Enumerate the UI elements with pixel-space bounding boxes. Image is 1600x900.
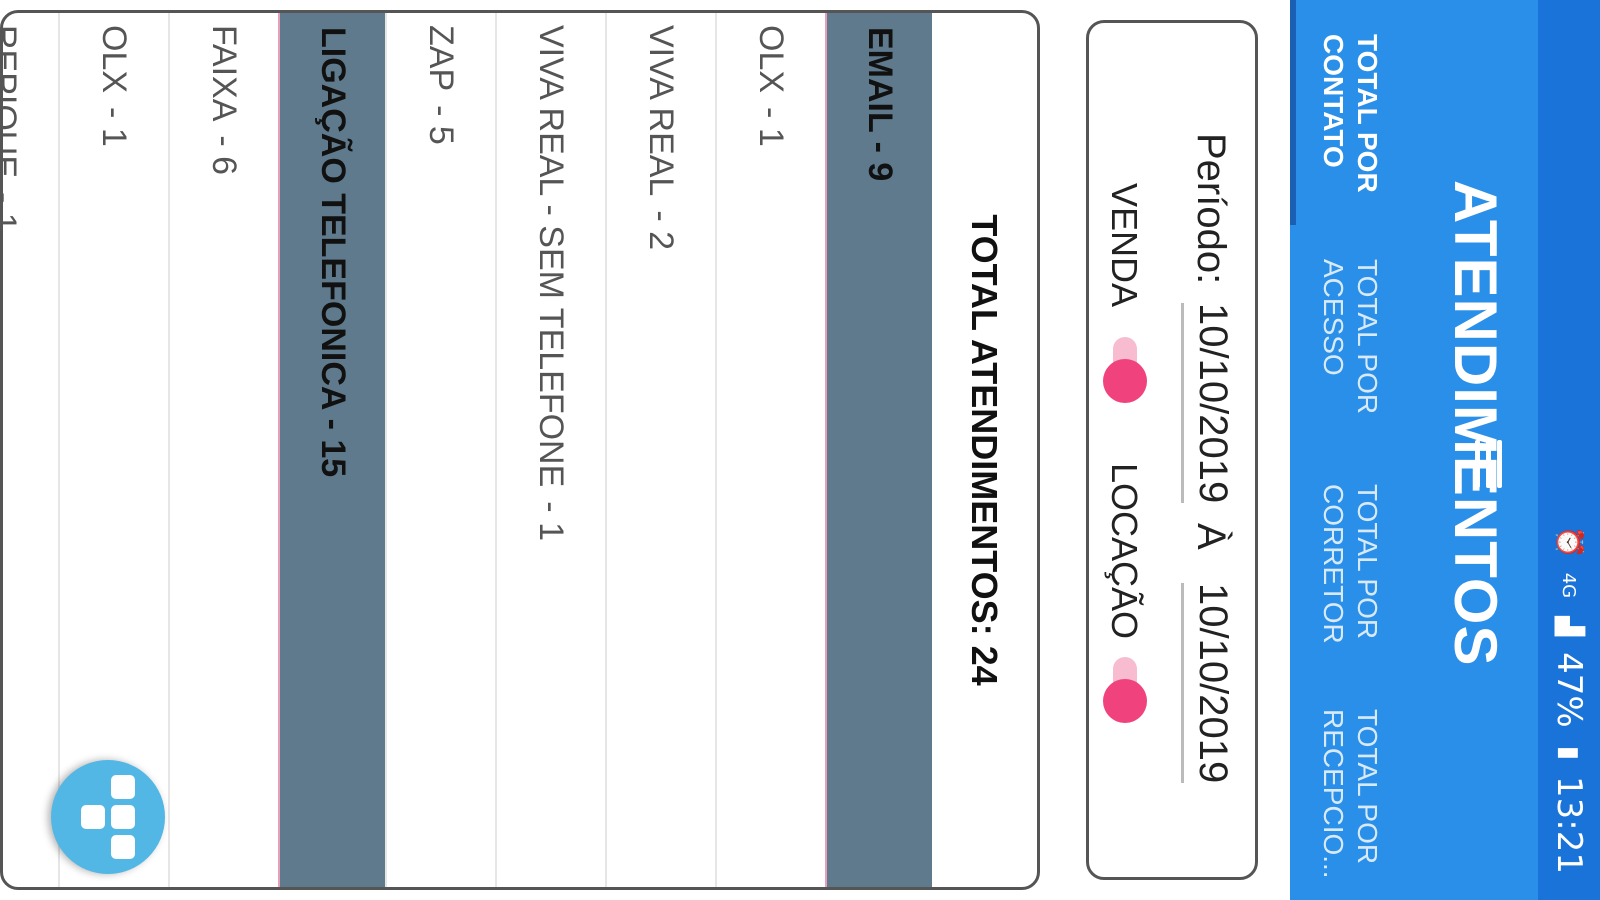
list-item[interactable]: VIVA REAL - SEM TELEFONE - 1 [495,13,605,887]
tab-total-por-corretor[interactable]: TOTAL POR CORRETOR [1318,484,1383,644]
locacao-label: LOCAÇÃO [1104,463,1145,640]
list-item[interactable]: OLX - 1 [715,13,825,887]
group-header-ligacao-telefonica[interactable]: LIGAÇÃO TELEFONICA - 15 [278,13,385,887]
clock: 13:21 [1549,776,1589,874]
date-from-field[interactable]: 10/10/2019 [1181,303,1235,504]
attendance-list: TOTAL ATENDIMENTOS: 24 EMAIL - 9 OLX - 1… [0,10,1040,890]
item-name: OLX [752,25,791,94]
alarm-icon: ⏰ [1554,526,1584,559]
signal-icon: ▟ [1554,616,1584,637]
item-count: - 6 [205,135,244,176]
date-to-field[interactable]: 10/10/2019 [1181,583,1235,784]
grid-icon [111,775,135,799]
list-item[interactable]: OLX - 1 [58,13,168,887]
tab-total-por-acesso[interactable]: TOTAL POR ACESSO [1318,259,1383,415]
item-name: OLX [95,25,134,94]
item-name: VIVA REAL [642,25,681,197]
item-count: - 1 [0,192,24,232]
app-bar: ATENDIMENTOS [1410,0,1538,900]
item-count: - 1 [532,501,571,541]
battery-icon: ▮ [1554,745,1584,761]
list-item[interactable]: REPIQUE - 1 [0,13,58,887]
page-title: ATENDIMENTOS [1442,180,1509,667]
filter-card: Período: 10/10/2019 À 10/10/2019 VENDA L… [1086,20,1258,880]
network-type: 4G [1558,572,1580,599]
list-item[interactable]: ZAP - 5 [385,13,495,887]
battery-percent: 47% [1549,652,1589,728]
item-name: ZAP [422,25,461,92]
item-name: REPIQUE [0,25,24,179]
group-header-email[interactable]: EMAIL - 9 [825,13,932,887]
item-count: - 1 [752,107,791,147]
period-label: Período: [1189,133,1233,285]
item-count: - 2 [642,210,681,251]
list-item[interactable]: VIVA REAL - 2 [605,13,715,887]
tab-total-por-recepcionista[interactable]: TOTAL POR RECEPCIO... [1318,709,1383,879]
venda-label: VENDA [1104,183,1145,308]
locacao-toggle[interactable] [1103,653,1147,723]
total-attendances: TOTAL ATENDIMENTOS: 24 [964,214,1006,686]
item-count: - 5 [422,105,461,145]
item-name: VIVA REAL - SEM TELEFONE [532,25,571,488]
item-count: - 1 [95,107,134,147]
tab-total-por-contato[interactable]: TOTAL POR CONTATO [1290,0,1410,225]
venda-toggle[interactable] [1103,333,1147,403]
item-name: FAIXA [205,25,244,122]
date-separator: À [1189,523,1233,550]
status-bar: ⏰ 4G ▟ 47% ▮ 13:21 [1538,0,1600,900]
grid-menu-fab-button[interactable] [51,760,165,874]
tab-bar: TOTAL POR CONTATO TOTAL POR ACESSO TOTAL… [1290,0,1410,900]
list-item[interactable]: FAIXA - 6 [168,13,278,887]
